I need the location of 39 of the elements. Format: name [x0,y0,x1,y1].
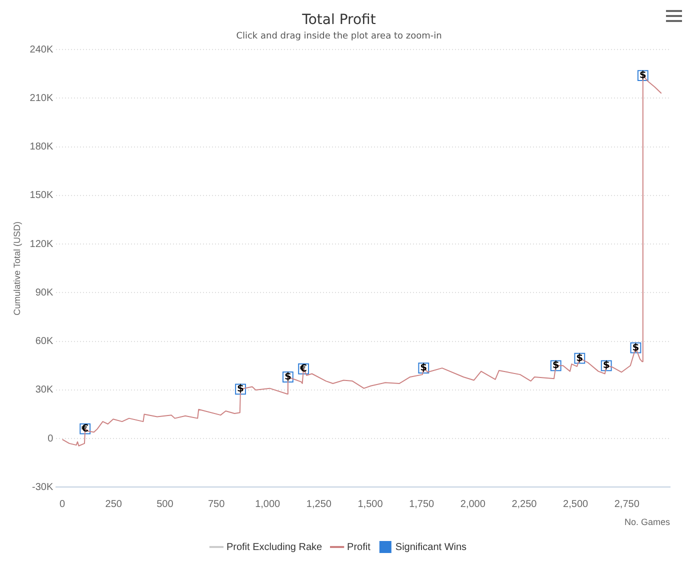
data-label: $ [602,360,610,372]
data-label: $ [576,352,584,364]
y-axis-title: Cumulative Total (USD) [12,221,22,316]
x-tick-label: 2,250 [512,498,538,510]
data-label: € [299,363,308,374]
data-label: $ [632,342,640,354]
x-tick-label: 2,500 [563,498,589,510]
y-tick-label: 90K [35,287,54,298]
data-label: $ [237,384,244,395]
x-axis-title: No. Games [624,517,670,528]
x-tick-label: 2,750 [614,498,640,510]
chart-subtitle: Click and drag inside the plot area to zoom-in [236,32,442,42]
legend-label: Profit [347,542,371,553]
y-tick-label: 240K [30,44,54,56]
chart-title: Total Profit [301,12,376,28]
y-tick-label: 60K [35,336,54,348]
x-tick-label: 2,000 [460,498,486,510]
y-tick-label: 120K [30,238,54,250]
y-tick-label: 0 [48,433,54,444]
x-tick-label: 1,000 [255,498,281,510]
x-tick-label: 250 [105,498,122,510]
data-label: $ [552,360,560,372]
data-label: $ [420,362,428,374]
y-tick-label: -30K [32,482,54,493]
data-label: $ [284,372,292,383]
y-tick-label: 210K [30,92,54,104]
legend-label: Significant Wins [395,542,467,553]
data-label: $ [639,70,646,82]
y-tick-label: 150K [30,190,54,202]
x-tick-label: 500 [156,498,174,510]
legend-label: Profit Excluding Rake [226,542,322,553]
x-tick-label: 1,250 [306,498,332,510]
x-tick-label: 1,500 [358,498,384,510]
y-tick-label: 30K [35,384,54,396]
x-tick-label: 750 [208,498,226,510]
x-tick-label: 0 [60,498,66,510]
y-tick-label: 180K [30,142,54,153]
data-label: € [80,423,89,434]
x-tick-label: 1,750 [409,498,435,510]
